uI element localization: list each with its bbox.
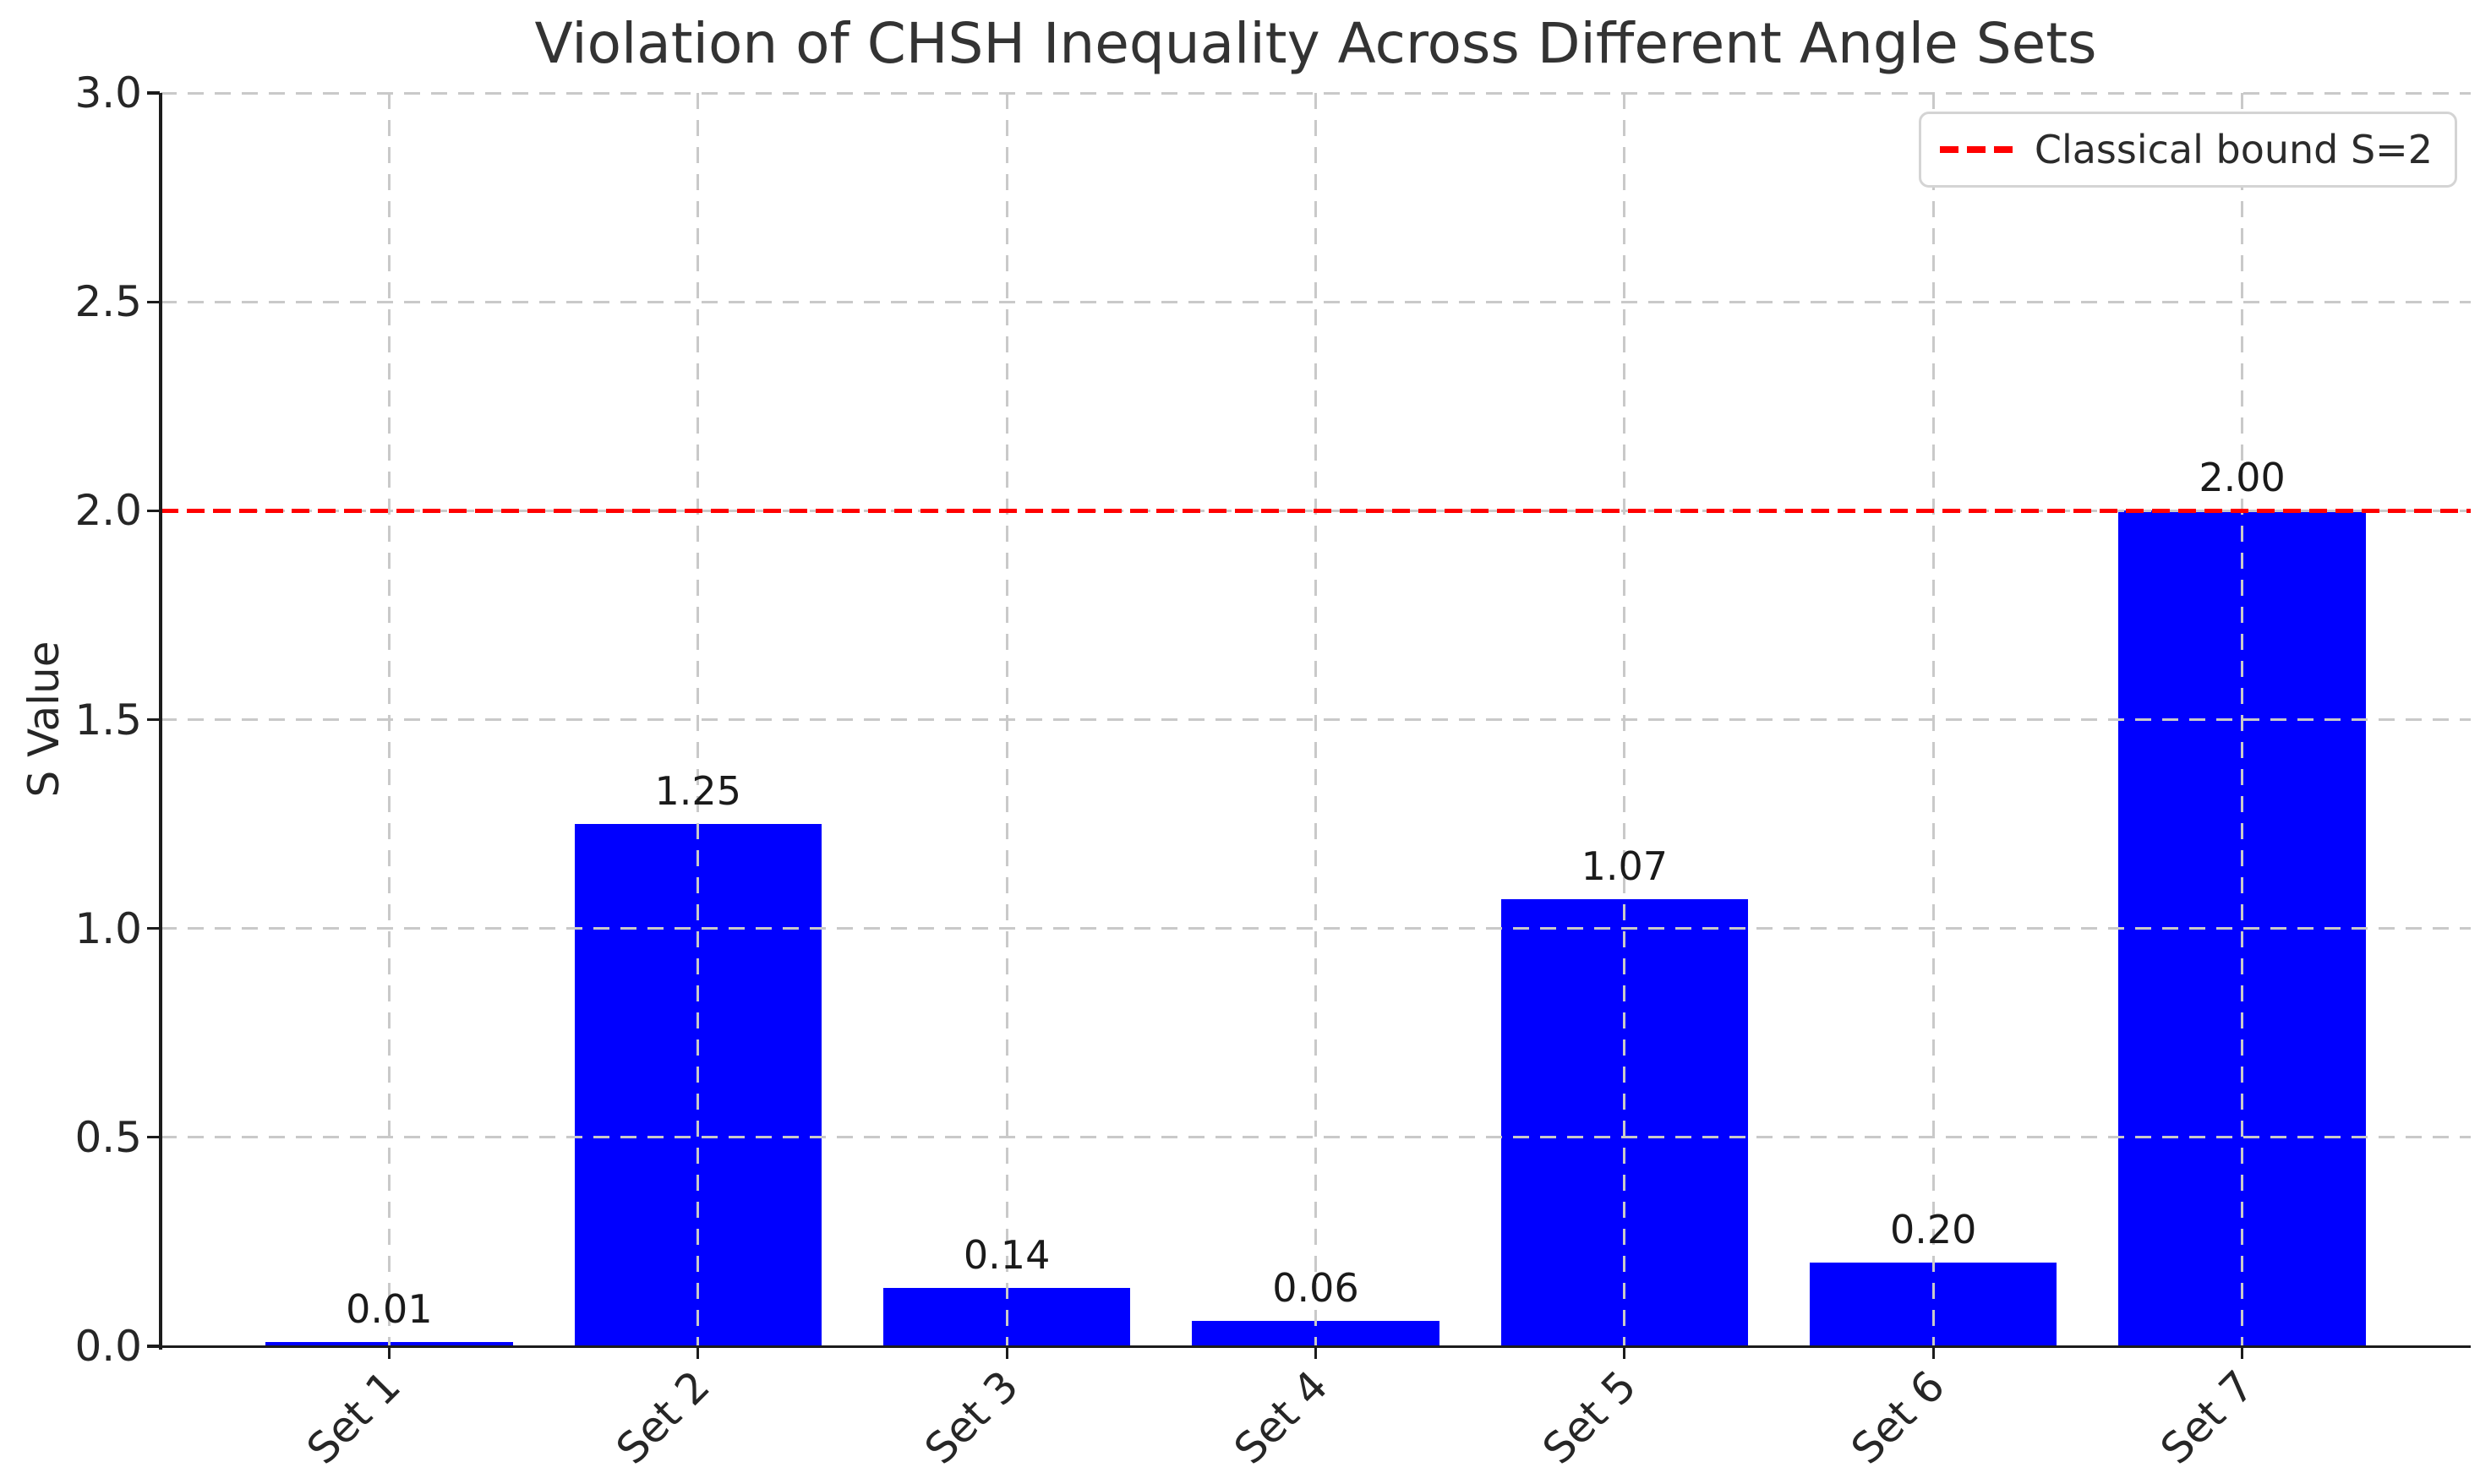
x-tick-mark: [2241, 1346, 2244, 1359]
bar-value-label: 0.01: [346, 1286, 433, 1333]
vertical-gridline: [387, 93, 391, 1346]
x-tick-mark: [1623, 1346, 1626, 1359]
chart-title: Violation of CHSH Inequality Across Diff…: [534, 11, 2097, 76]
x-tick-mark: [696, 1346, 700, 1359]
y-tick-label: 3.0: [74, 68, 142, 117]
plot-area: 0.01 1.25 0.14 0.06 1.07 0.20 2.00 Classical b…: [161, 91, 2471, 1346]
y-axis-spine: [159, 93, 162, 1350]
y-tick-label: 1.0: [74, 903, 142, 953]
y-tick-mark: [147, 717, 160, 722]
bar-value-label: 1.07: [1581, 843, 1669, 890]
y-tick-mark: [147, 300, 160, 303]
y-tick-mark: [147, 927, 160, 930]
y-tick-label: 0.0: [74, 1322, 142, 1371]
vertical-gridline: [2241, 93, 2244, 1346]
vertical-gridline: [1623, 93, 1626, 1346]
y-tick-label: 0.5: [74, 1112, 142, 1162]
bar-value-label: 0.06: [1272, 1265, 1359, 1312]
legend-dashed-line-swatch: [1939, 146, 2013, 153]
x-tick-mark: [1005, 1346, 1008, 1359]
legend-label: Classical bound S=2: [2034, 127, 2433, 172]
y-tick-label: 2.5: [74, 277, 142, 327]
x-tick-mark: [387, 1346, 391, 1359]
legend: Classical bound S=2: [1918, 112, 2457, 188]
x-tick-mark: [1931, 1346, 1935, 1359]
vertical-gridline: [1005, 93, 1008, 1346]
y-tick-mark: [147, 509, 160, 512]
bar-value-label: 1.25: [654, 768, 741, 815]
x-tick-label-set-1: Set 1: [298, 1361, 411, 1474]
x-tick-label-set-4: Set 4: [1224, 1361, 1337, 1474]
y-tick-mark: [147, 1345, 160, 1348]
y-tick-label: 2.0: [74, 486, 142, 536]
x-tick-label-set-7: Set 7: [2150, 1361, 2264, 1474]
x-tick-label-set-2: Set 2: [606, 1361, 719, 1474]
x-tick-label-set-6: Set 6: [1842, 1361, 1955, 1474]
y-tick-mark: [147, 91, 160, 95]
x-tick-label-set-5: Set 5: [1532, 1361, 1646, 1474]
bar-value-label: 2.00: [2199, 455, 2286, 501]
vertical-gridline: [1314, 93, 1317, 1346]
bar-value-label: 0.14: [963, 1231, 1051, 1278]
x-tick-label-set-3: Set 3: [915, 1361, 1029, 1474]
x-tick-mark: [1314, 1346, 1318, 1359]
bar-value-label: 0.20: [1890, 1207, 1977, 1253]
y-tick-mark: [147, 1136, 160, 1139]
classical-bound-reference-line: [161, 508, 2471, 514]
vertical-gridline: [696, 93, 700, 1346]
vertical-gridline: [1931, 93, 1935, 1346]
y-tick-label: 1.5: [74, 695, 142, 745]
